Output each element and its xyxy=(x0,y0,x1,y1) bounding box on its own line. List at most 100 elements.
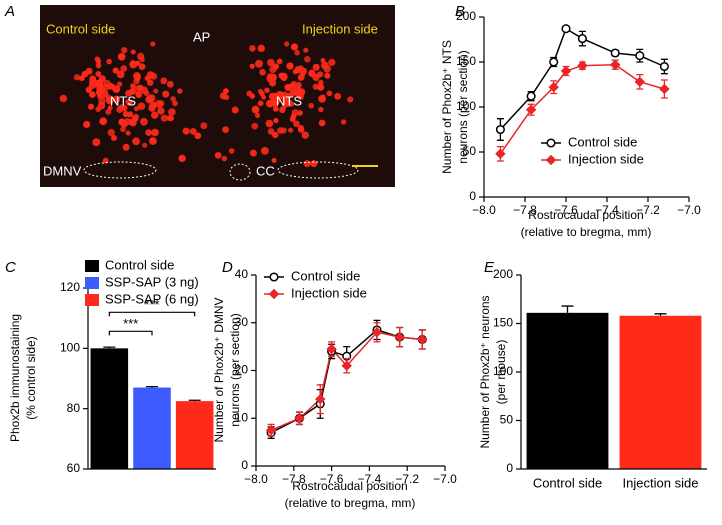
significance-label: *** xyxy=(144,297,159,312)
x-tick-label: Control side xyxy=(533,475,602,490)
cell-dot xyxy=(120,126,126,133)
cell-dot xyxy=(264,87,270,94)
cell-dot xyxy=(107,128,115,137)
cell-dot xyxy=(294,88,301,95)
cell-dot xyxy=(323,64,332,73)
cell-dot xyxy=(147,94,156,103)
cell-dot xyxy=(249,149,257,157)
cell-dot xyxy=(312,73,320,82)
cell-dot xyxy=(59,94,68,103)
x-tick-label: −7.2 xyxy=(636,203,660,217)
panel-label: B xyxy=(455,3,465,20)
cell-dot xyxy=(267,128,275,135)
y-axis-label: Number of Phox2b⁺ NTS xyxy=(440,40,454,174)
marker xyxy=(548,81,559,93)
cell-dot xyxy=(172,100,178,107)
cell-dot xyxy=(231,106,239,114)
cell-dot xyxy=(170,96,177,102)
cell-dot xyxy=(288,127,294,133)
x-tick-label: −7.2 xyxy=(395,472,419,486)
bar xyxy=(175,401,214,469)
cell-dot xyxy=(297,126,305,133)
cell-dot xyxy=(102,83,110,91)
cell-dot xyxy=(112,85,121,94)
significance-label: *** xyxy=(123,316,138,331)
cell-dot xyxy=(290,43,299,51)
y-tick-label: 100 xyxy=(60,341,80,355)
image-label: NTS xyxy=(110,93,136,108)
cell-dot xyxy=(116,70,125,79)
marker xyxy=(294,413,305,424)
y-axis-label: neurons (per section) xyxy=(228,313,242,426)
cell-dot xyxy=(177,88,183,94)
cell-dot xyxy=(249,63,255,69)
cell-dot xyxy=(324,72,331,79)
cell-dot xyxy=(157,107,165,115)
marker xyxy=(315,393,326,405)
x-tick-label: −7.0 xyxy=(677,203,701,217)
cell-dot xyxy=(257,100,264,107)
marker xyxy=(417,334,428,345)
marker xyxy=(635,51,645,61)
legend-swatch xyxy=(85,277,99,289)
cell-dot xyxy=(166,80,174,88)
cell-dot xyxy=(249,45,256,52)
cell-dot xyxy=(276,58,283,65)
x-tick-label: −7.0 xyxy=(433,472,457,486)
marker xyxy=(394,331,405,343)
marker xyxy=(561,24,571,34)
cell-dot xyxy=(221,155,228,162)
cell-dot xyxy=(106,58,112,65)
cell-dot xyxy=(347,96,354,103)
cell-dot xyxy=(320,57,326,64)
marker xyxy=(577,34,587,44)
cell-dot xyxy=(129,60,138,69)
cell-dot xyxy=(251,105,260,114)
series-line xyxy=(499,63,665,155)
legend-label: Control side xyxy=(105,257,174,272)
cell-dot xyxy=(303,160,311,168)
cell-dot xyxy=(267,73,274,80)
marker xyxy=(495,124,505,135)
cell-dot xyxy=(296,92,305,100)
marker xyxy=(549,57,559,67)
cell-dot xyxy=(113,67,119,73)
marker xyxy=(341,360,352,371)
significance-bracket xyxy=(108,330,153,336)
legend-marker xyxy=(545,154,557,166)
legend-label: Control side xyxy=(291,268,360,283)
cell-dot xyxy=(160,114,168,122)
cell-dot xyxy=(261,94,267,100)
cell-dot xyxy=(168,115,174,122)
cell-dot xyxy=(89,91,96,98)
cell-dot xyxy=(135,91,143,99)
cell-dot xyxy=(118,118,126,126)
x-tick-label: −7.8 xyxy=(282,472,306,486)
panel-label: C xyxy=(5,259,16,276)
y-tick-label: 60 xyxy=(67,461,81,475)
y-axis-label: (% control side) xyxy=(24,336,38,419)
x-tick-label: −7.6 xyxy=(554,203,578,217)
panel-label: E xyxy=(484,259,495,276)
marker xyxy=(326,343,337,355)
cell-dot xyxy=(122,143,130,151)
region-outline xyxy=(83,161,157,179)
legend-label: SSP-SAP (6 ng) xyxy=(105,291,199,306)
image-label: Injection side xyxy=(302,21,378,36)
cell-dot xyxy=(228,148,235,154)
cell-dot xyxy=(287,83,296,92)
cell-dot xyxy=(282,97,288,103)
cell-dot xyxy=(303,47,309,53)
cell-dot xyxy=(128,88,135,95)
cell-dot xyxy=(168,108,176,116)
cell-dot xyxy=(85,86,92,94)
cell-dot xyxy=(292,69,298,75)
x-tick-label: −8.0 xyxy=(472,203,496,217)
cell-dot xyxy=(150,111,159,119)
cell-dot xyxy=(121,47,128,54)
cell-dot xyxy=(284,41,290,47)
cell-dot xyxy=(320,94,326,100)
cell-dot xyxy=(251,122,259,130)
cell-dot xyxy=(162,90,170,98)
region-outline xyxy=(229,163,251,181)
